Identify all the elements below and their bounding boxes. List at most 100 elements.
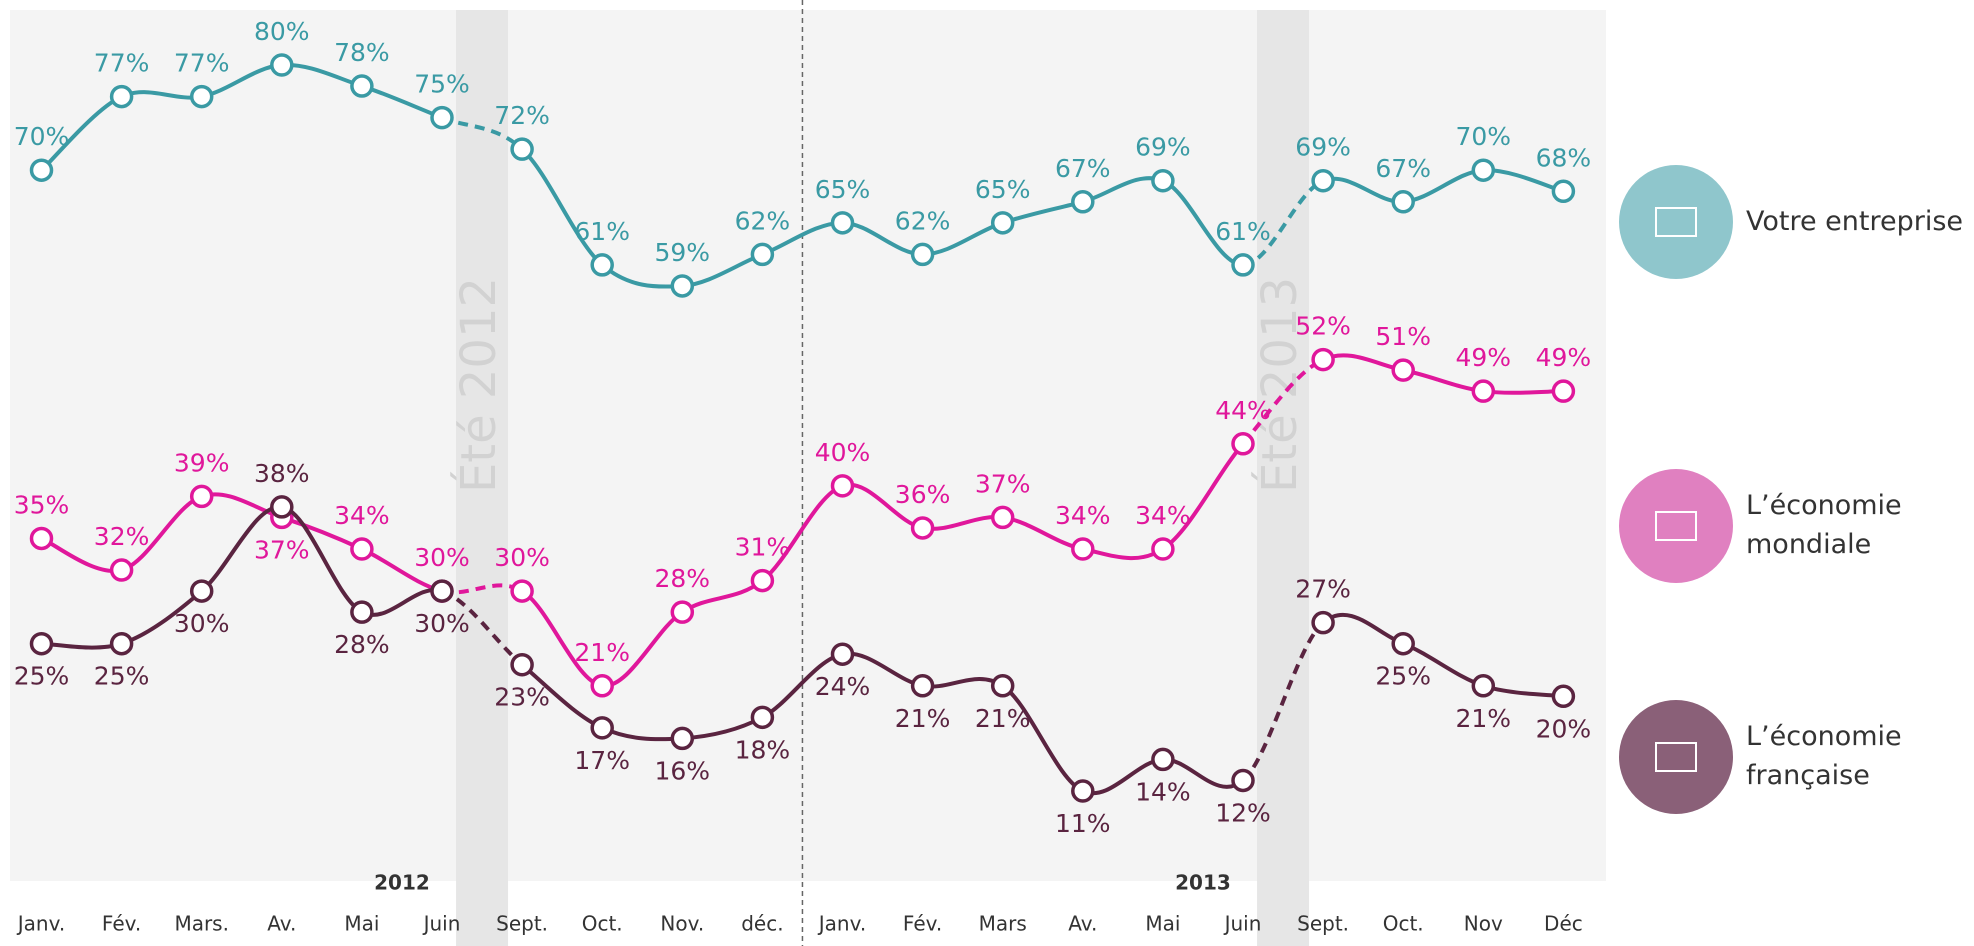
data-label: 20%	[1536, 714, 1592, 743]
point	[189, 579, 214, 603]
summer-label: Été 2013	[1251, 277, 1308, 493]
point	[670, 726, 695, 751]
data-label: 72%	[494, 101, 550, 130]
data-label: 35%	[14, 490, 70, 519]
data-label: 14%	[1135, 777, 1191, 806]
point	[1471, 158, 1496, 182]
data-label: 21%	[975, 704, 1031, 733]
x-tick-label: Mars	[979, 912, 1027, 936]
data-label: 31%	[735, 533, 791, 562]
point	[670, 274, 695, 298]
data-label: 30%	[414, 543, 470, 572]
point	[750, 705, 775, 730]
point	[109, 631, 134, 656]
x-tick-label: Mars.	[174, 912, 229, 936]
x-tick-label: Juin	[1223, 912, 1262, 936]
data-label: 21%	[1456, 704, 1512, 733]
data-label: 36%	[895, 480, 951, 509]
point	[350, 74, 374, 98]
data-label: 69%	[1135, 133, 1191, 162]
data-label: 49%	[1456, 343, 1512, 372]
point	[1551, 684, 1576, 709]
point	[1391, 190, 1415, 214]
point	[1391, 358, 1415, 382]
line-dashed	[1241, 621, 1325, 782]
data-label: 25%	[1375, 662, 1431, 691]
point	[270, 53, 294, 77]
data-label: 78%	[334, 38, 390, 67]
data-label: 40%	[815, 438, 871, 467]
point	[1311, 347, 1335, 372]
data-label: 24%	[815, 672, 871, 701]
point	[1391, 631, 1415, 656]
data-label: 62%	[895, 206, 951, 235]
legend-label: L’économie mondiale	[1746, 490, 1902, 561]
data-label: 38%	[254, 459, 310, 488]
x-tick-label: Av.	[1068, 912, 1097, 936]
point	[29, 158, 54, 182]
point	[430, 579, 454, 603]
data-label: 21%	[574, 638, 630, 667]
data-label: 77%	[174, 49, 230, 78]
point	[1311, 168, 1335, 193]
data-label: 39%	[174, 448, 230, 477]
point	[1231, 432, 1255, 456]
legend-icon-glyph	[1655, 742, 1697, 772]
point	[990, 505, 1015, 530]
data-label: 67%	[1055, 154, 1111, 183]
data-label: 18%	[735, 735, 791, 764]
data-label: 70%	[1456, 122, 1512, 151]
point	[1151, 747, 1175, 772]
data-label: 34%	[1055, 501, 1111, 530]
point	[189, 484, 214, 509]
line	[520, 651, 1245, 796]
point	[830, 642, 855, 666]
point	[1471, 674, 1496, 698]
x-tick-label: Sept.	[496, 912, 548, 936]
data-label: 27%	[1295, 575, 1351, 604]
data-label: 34%	[1135, 501, 1191, 530]
point	[1551, 379, 1576, 403]
data-label: 25%	[14, 662, 70, 691]
point	[590, 716, 614, 740]
legend-icon-glyph	[1655, 511, 1697, 541]
data-label: 16%	[655, 756, 711, 785]
point	[1231, 253, 1255, 277]
point	[750, 568, 775, 593]
point	[510, 652, 534, 677]
data-label: 37%	[975, 469, 1031, 498]
x-tick-label: Janv.	[817, 912, 866, 936]
data-label: 65%	[975, 175, 1031, 204]
x-tick-label: Fév.	[102, 912, 141, 936]
data-label: 65%	[815, 175, 871, 204]
point	[590, 674, 614, 698]
line	[520, 147, 1244, 289]
x-tick-label: Mai	[344, 912, 379, 936]
data-label: 37%	[254, 535, 310, 564]
point	[109, 84, 134, 109]
point	[189, 84, 214, 109]
point	[1471, 379, 1496, 403]
point	[750, 242, 775, 267]
summer-label: Été 2012	[450, 277, 507, 493]
data-label: 28%	[334, 630, 390, 659]
data-label: 52%	[1295, 312, 1351, 341]
line	[1322, 168, 1564, 204]
x-tick-label: Oct.	[582, 912, 623, 936]
data-label: 67%	[1375, 154, 1431, 183]
data-label: 30%	[494, 543, 550, 572]
point	[670, 600, 695, 624]
x-tick-label: Mai	[1145, 912, 1180, 936]
data-label: 49%	[1536, 343, 1592, 372]
data-label: 75%	[414, 70, 470, 99]
point	[29, 631, 54, 656]
year-label: 2012	[374, 871, 430, 895]
point	[29, 526, 54, 551]
data-label: 28%	[655, 564, 711, 593]
data-label: 30%	[414, 609, 470, 638]
legend-icon	[1619, 165, 1733, 279]
x-tick-label: Sept.	[1297, 912, 1349, 936]
point	[1551, 179, 1576, 204]
point	[910, 516, 935, 540]
